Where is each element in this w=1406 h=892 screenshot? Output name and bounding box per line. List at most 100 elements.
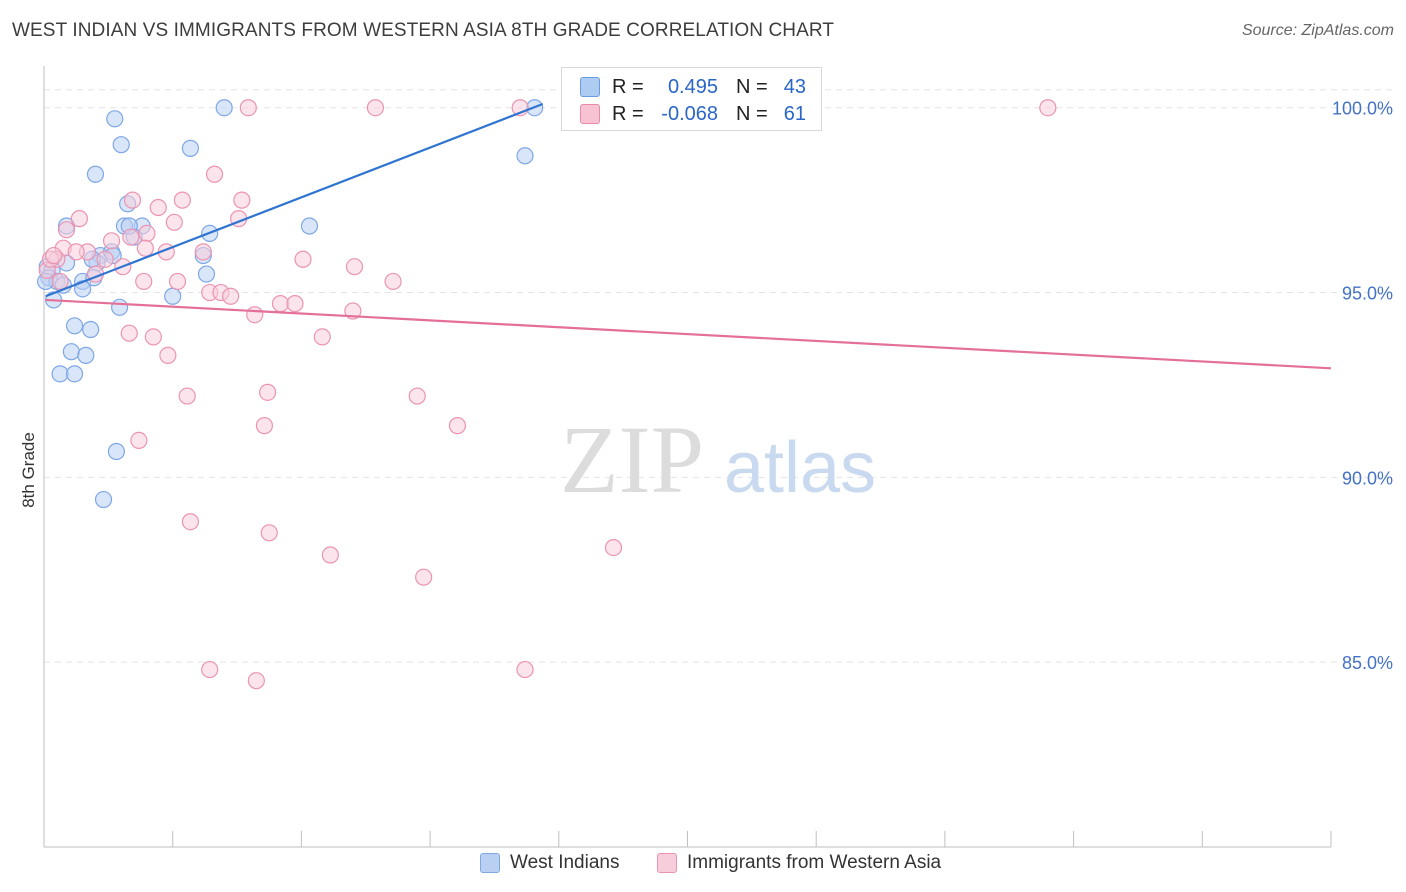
- point-western-asia: [366, 99, 385, 117]
- point-west-indians: [111, 298, 129, 316]
- point-western-asia: [201, 660, 219, 679]
- r-value: 0.495: [667, 75, 718, 98]
- n-label: N =: [736, 75, 768, 98]
- legend-swatch-western-asia: [657, 853, 677, 873]
- point-west-indians: [82, 320, 100, 339]
- point-western-asia: [259, 383, 277, 401]
- point-western-asia: [604, 538, 623, 557]
- point-western-asia: [181, 513, 199, 531]
- legend-item-west-indians[interactable]: West Indians: [480, 852, 619, 874]
- source-label: Source: ZipAtlas.com: [1241, 22, 1394, 39]
- point-western-asia: [384, 272, 402, 291]
- point-west-indians: [65, 365, 84, 383]
- point-western-asia: [247, 672, 265, 690]
- point-western-asia: [313, 328, 331, 346]
- n-value: 61: [783, 102, 806, 125]
- point-western-asia: [70, 210, 88, 228]
- point-western-asia: [135, 272, 153, 291]
- legend-label-western-asia: Immigrants from Western Asia: [687, 852, 942, 873]
- point-western-asia: [321, 546, 339, 564]
- point-western-asia: [120, 324, 138, 342]
- point-western-asia: [57, 221, 76, 239]
- point-west-indians: [62, 343, 80, 361]
- legend-item-western-asia[interactable]: Immigrants from Western Asia: [657, 852, 941, 874]
- point-western-asia: [294, 250, 312, 268]
- r-label: R =: [612, 102, 644, 125]
- point-west-indians: [106, 110, 124, 128]
- point-western-asia: [233, 191, 251, 209]
- axes: [43, 66, 1332, 848]
- y-axis-label: 8th Grade: [19, 432, 38, 508]
- point-western-asia: [159, 346, 177, 364]
- point-western-asia: [246, 306, 264, 324]
- point-western-asia: [286, 295, 304, 313]
- point-western-asia: [144, 328, 162, 346]
- point-western-asia: [178, 387, 196, 405]
- legend-label-west-indians: West Indians: [510, 852, 620, 873]
- point-western-asia: [130, 431, 148, 449]
- data-points: [37, 99, 1057, 690]
- point-west-indians: [300, 217, 319, 235]
- stats-swatch-west-indians: [580, 77, 600, 97]
- point-west-indians: [112, 136, 130, 154]
- point-western-asia: [165, 213, 183, 231]
- point-west-indians: [164, 287, 182, 305]
- point-western-asia: [123, 191, 142, 209]
- point-western-asia: [1039, 99, 1057, 117]
- y-tick-label: 90.0%: [1342, 468, 1393, 488]
- point-western-asia: [51, 272, 69, 291]
- watermark-zip: ZIP: [560, 406, 704, 513]
- watermark: ZIP atlas: [560, 406, 876, 513]
- point-western-asia: [239, 99, 257, 117]
- point-western-asia: [168, 272, 187, 291]
- correlation-stats-box: R = 0.495 N = 43 R = -0.068 N = 61: [561, 67, 822, 131]
- point-western-asia: [516, 660, 534, 679]
- trend-line-western-asia: [45, 298, 1332, 370]
- point-western-asia: [173, 191, 191, 209]
- stats-swatch-western-asia: [580, 104, 600, 124]
- point-west-indians: [215, 99, 233, 117]
- point-western-asia: [448, 417, 467, 435]
- point-western-asia: [345, 258, 364, 276]
- point-western-asia: [67, 243, 85, 261]
- point-western-asia: [102, 232, 121, 250]
- point-western-asia: [415, 568, 433, 586]
- y-tick-labels: 85.0% 90.0% 95.0% 100.0%: [1332, 99, 1393, 673]
- point-western-asia: [222, 287, 240, 305]
- point-western-asia: [96, 250, 114, 268]
- point-west-indians: [516, 147, 534, 165]
- point-western-asia: [149, 198, 167, 217]
- legend-swatch-west-indians: [480, 853, 500, 873]
- stats-row-western-asia: R = -0.068 N = 61: [580, 101, 806, 127]
- point-west-indians: [94, 490, 113, 509]
- point-west-indians: [181, 139, 199, 157]
- trend-line-west-indians: [45, 103, 544, 298]
- y-tick-label: 95.0%: [1342, 284, 1393, 304]
- point-west-indians: [86, 165, 105, 183]
- point-western-asia: [194, 243, 212, 261]
- n-value: 43: [783, 75, 806, 98]
- r-value: -0.068: [661, 102, 718, 125]
- point-western-asia: [408, 387, 426, 405]
- y-tick-label: 85.0%: [1342, 653, 1393, 673]
- point-western-asia: [136, 239, 154, 257]
- point-western-asia: [260, 524, 278, 542]
- point-west-indians: [51, 365, 69, 383]
- point-western-asia: [255, 417, 273, 435]
- chart-legend: West Indians Immigrants from Western Asi…: [0, 852, 1406, 878]
- point-west-indians: [197, 265, 216, 283]
- stats-row-west-indians: R = 0.495 N = 43: [580, 74, 806, 100]
- watermark-atlas: atlas: [724, 428, 876, 508]
- point-western-asia: [271, 295, 290, 313]
- n-label: N =: [736, 102, 768, 125]
- y-tick-label: 100.0%: [1332, 99, 1393, 119]
- scatter-chart: ZIP atlas 8th Grade 85.0% 90.0% 95.0% 100.0…: [19, 66, 1393, 848]
- r-label: R =: [612, 75, 644, 98]
- point-western-asia: [45, 246, 63, 265]
- grid-lines: [44, 89, 1392, 663]
- point-western-asia: [205, 165, 224, 183]
- point-western-asia: [122, 228, 140, 246]
- point-west-indians: [107, 442, 125, 461]
- chart-title: WEST INDIAN VS IMMIGRANTS FROM WESTERN A…: [12, 20, 835, 41]
- point-west-indians: [77, 346, 95, 364]
